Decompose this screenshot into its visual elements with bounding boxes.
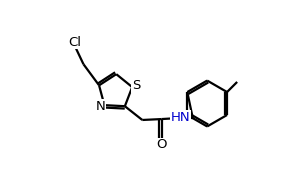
Text: Cl: Cl	[68, 36, 81, 49]
Text: S: S	[132, 79, 140, 92]
Text: O: O	[156, 138, 167, 151]
Text: HN: HN	[171, 111, 191, 124]
Text: N: N	[96, 100, 106, 112]
